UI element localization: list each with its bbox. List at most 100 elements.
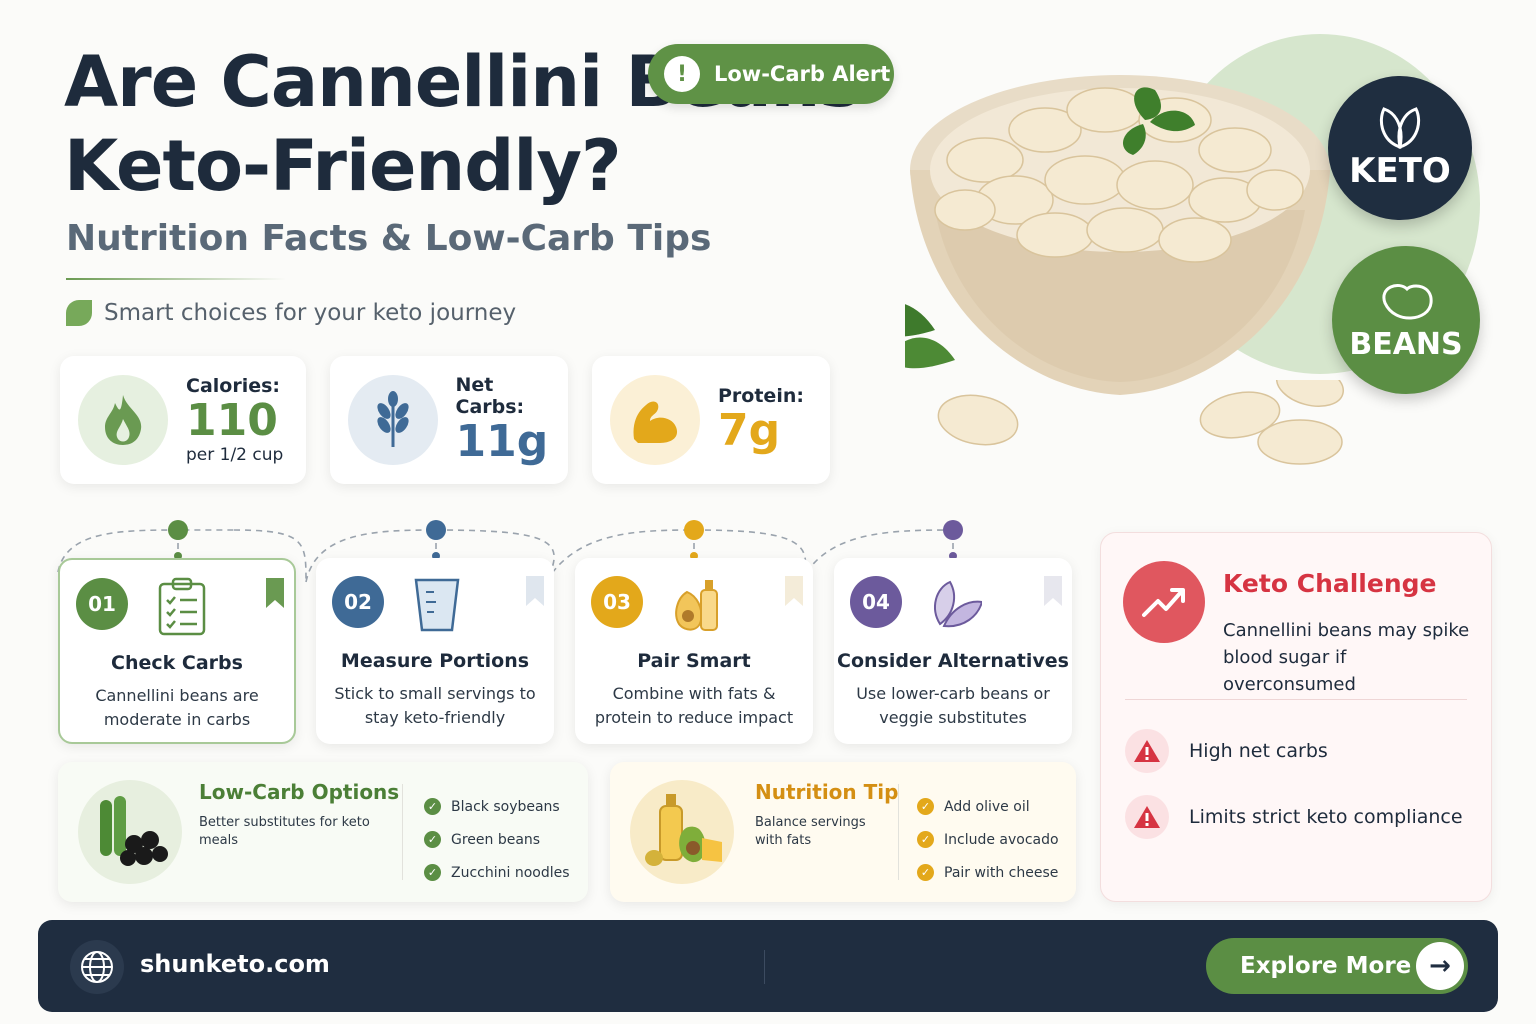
tagline: Smart choices for your keto journey xyxy=(66,300,516,326)
challenge-item: Limits strict keto compliance xyxy=(1125,795,1463,839)
check-icon: ✓ xyxy=(424,831,441,848)
bookmark-icon xyxy=(526,576,544,606)
stat-label: Protein: xyxy=(718,385,804,407)
stat-value: 11g xyxy=(455,416,549,467)
list-item-label: Pair with cheese xyxy=(944,864,1059,881)
explore-more-label: Explore More xyxy=(1240,953,1412,979)
warning-icon xyxy=(1125,729,1169,773)
challenge-item-label: High net carbs xyxy=(1189,740,1328,762)
net-carbs-card: Net Carbs: 11g xyxy=(330,356,568,484)
low-carb-title: Low-Carb Options xyxy=(199,780,400,804)
stat-label: Net Carbs: xyxy=(455,374,525,418)
trend-up-icon xyxy=(1123,561,1205,643)
beans-badge: BEANS xyxy=(1332,246,1480,394)
stat-sub: per 1/2 cup xyxy=(186,445,284,465)
arrow-right-icon: → xyxy=(1416,942,1464,990)
nutrition-tip-title: Nutrition Tip xyxy=(755,780,899,804)
list-item-label: Green beans xyxy=(451,831,541,848)
bookmark-icon xyxy=(1044,576,1062,606)
challenge-item: High net carbs xyxy=(1125,729,1328,773)
page-subtitle: Nutrition Facts & Low-Carb Tips xyxy=(66,218,712,259)
calories-card: Calories: 110 per 1/2 cup xyxy=(60,356,306,484)
wheat-icon xyxy=(348,375,438,465)
check-icon: ✓ xyxy=(917,864,934,881)
list-item: ✓ Add olive oil xyxy=(917,790,1059,823)
step-title: Pair Smart xyxy=(637,650,751,672)
loose-beans-image xyxy=(937,380,1344,465)
list-item: ✓ Pair with cheese xyxy=(917,856,1059,889)
bookmark-icon xyxy=(266,578,284,608)
low-carb-alert-badge: ! Low-Carb Alert xyxy=(648,44,894,104)
leaf-icon xyxy=(1379,107,1421,149)
stat-value: 110 xyxy=(186,395,278,446)
step-card-consider-alternatives[interactable]: 04 Consider Alternatives Use lower-carb … xyxy=(834,558,1072,744)
warning-icon xyxy=(1125,795,1169,839)
check-icon: ✓ xyxy=(424,864,441,881)
nutrition-tip-list: ✓ Add olive oil ✓ Include avocado ✓ Pair wi… xyxy=(917,790,1059,889)
low-carb-list: ✓ Black soybeans ✓ Green beans ✓ Zucchini n… xyxy=(424,790,570,889)
list-item-label: Include avocado xyxy=(944,831,1059,848)
step-number: 04 xyxy=(850,576,902,628)
bean-icon xyxy=(1382,283,1433,319)
step-number: 03 xyxy=(591,576,643,628)
beans-badge-label: BEANS xyxy=(1349,326,1463,362)
step-card-measure-portions[interactable]: 02 Measure Portions Stick to small servi… xyxy=(316,558,554,744)
title-divider xyxy=(66,278,286,280)
protein-card: Protein: 7g xyxy=(592,356,830,484)
list-item-label: Black soybeans xyxy=(451,798,560,815)
tagline-text: Smart choices for your keto journey xyxy=(104,300,517,326)
nutrition-tip-card: Nutrition Tip Balance servings with fats… xyxy=(610,762,1076,902)
separator xyxy=(898,784,899,880)
avocado-oil-icon xyxy=(675,580,718,631)
footer-separator xyxy=(764,950,765,984)
challenge-desc: Cannellini beans may spike blood sugar i… xyxy=(1223,620,1470,695)
low-carb-subtitle: Better substitutes for keto meals xyxy=(199,815,370,848)
step-desc: Use lower-carb beans or veggie substitut… xyxy=(856,684,1050,727)
step-title: Measure Portions xyxy=(340,650,530,672)
keto-challenge-panel: Keto Challenge Cannellini beans may spik… xyxy=(1100,532,1492,902)
clipboard-icon xyxy=(158,577,206,636)
keto-badge-label: KETO xyxy=(1349,151,1451,191)
list-item-label: Zucchini noodles xyxy=(451,864,570,881)
leaves-icon xyxy=(934,580,982,628)
list-item: ✓ Zucchini noodles xyxy=(424,856,570,889)
low-carb-options-card: Low-Carb Options Better substitutes for … xyxy=(58,762,588,902)
step-title: Check Carbs xyxy=(111,652,243,674)
check-icon: ✓ xyxy=(424,798,441,815)
step-card-check-carbs[interactable]: 01 Check Carbs Cannellini beans are mode… xyxy=(58,558,296,744)
step-number: 02 xyxy=(332,576,384,628)
steps-connector xyxy=(57,520,963,583)
explore-more-button[interactable]: Explore More → xyxy=(1206,938,1468,994)
site-link[interactable]: shunketo.com xyxy=(140,950,330,978)
footer-bar: shunketo.com Explore More → xyxy=(38,920,1498,1012)
step-title: Consider Alternatives xyxy=(837,650,1069,672)
bean-bowl-image xyxy=(905,75,1330,395)
challenge-title: Keto Challenge xyxy=(1223,569,1437,598)
measuring-cup-icon xyxy=(414,578,460,632)
flame-icon xyxy=(78,375,168,465)
challenge-divider xyxy=(1125,699,1467,700)
warning-icon: ! xyxy=(664,56,700,92)
oil-avocado-cheese-icon xyxy=(630,780,734,884)
globe-icon xyxy=(70,940,124,994)
list-item: ✓ Include avocado xyxy=(917,823,1059,856)
vegetables-icon xyxy=(78,780,182,884)
step-desc: Stick to small servings to stay keto-fri… xyxy=(334,684,536,727)
bookmark-icon xyxy=(785,576,803,606)
stat-value: 7g xyxy=(718,405,781,456)
step-number: 01 xyxy=(76,578,128,630)
keto-badge: KETO xyxy=(1328,76,1472,220)
check-icon: ✓ xyxy=(917,798,934,815)
list-item: ✓ Green beans xyxy=(424,823,570,856)
step-desc: Combine with fats & protein to reduce im… xyxy=(594,684,794,727)
step-card-pair-smart[interactable]: 03 Pair Smart Combine with fats & protei… xyxy=(575,558,813,744)
alert-label: Low-Carb Alert xyxy=(714,62,891,86)
nutrition-tip-subtitle: Balance servings with fats xyxy=(755,815,866,848)
muscle-icon xyxy=(610,375,700,465)
challenge-item-label: Limits strict keto compliance xyxy=(1189,806,1463,828)
leaf-icon xyxy=(66,300,92,326)
step-desc: Cannellini beans are moderate in carbs xyxy=(95,686,259,729)
separator xyxy=(402,784,403,880)
stat-label: Calories: xyxy=(186,375,281,397)
list-item: ✓ Black soybeans xyxy=(424,790,570,823)
